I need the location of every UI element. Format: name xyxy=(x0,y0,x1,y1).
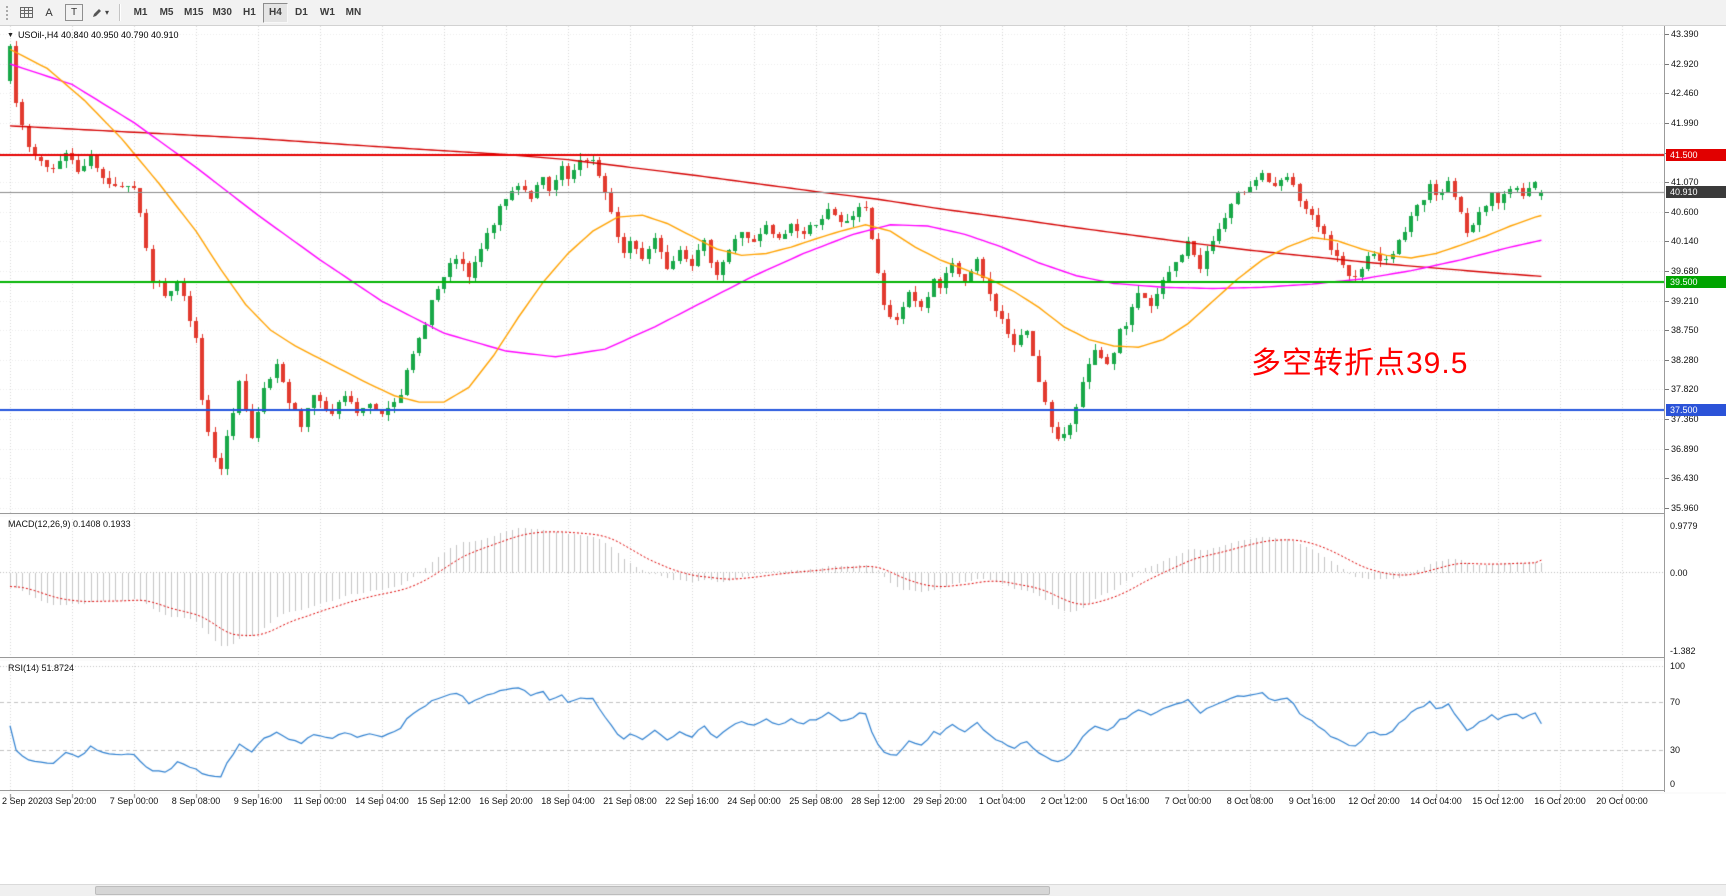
scrollbar-thumb[interactable] xyxy=(95,886,1050,895)
collapse-triangle-icon[interactable]: ▼ xyxy=(7,31,14,39)
timeframe-button-m5[interactable]: M5 xyxy=(154,3,179,23)
time-axis-label: 29 Sep 20:00 xyxy=(913,796,967,806)
price-axis-label: 35.960 xyxy=(1665,503,1699,513)
toolbar-gripper[interactable] xyxy=(5,4,9,21)
time-axis-label: 11 Sep 00:00 xyxy=(293,796,347,806)
pane-separator[interactable] xyxy=(0,513,1726,517)
time-axis-label: 15 Oct 12:00 xyxy=(1472,796,1524,806)
timeframe-button-d1[interactable]: D1 xyxy=(289,3,314,23)
time-axis-label: 8 Oct 08:00 xyxy=(1226,796,1274,806)
rsi-axis-upper-label: 70 xyxy=(1670,697,1681,707)
time-axis-label: 28 Sep 12:00 xyxy=(851,796,905,806)
price-axis-label: 39.210 xyxy=(1665,295,1699,306)
price-badge-support-37500: 37.500 xyxy=(1666,403,1726,416)
symbol-ohlc-label: ▼ USOil-,H4 40.840 40.950 40.790 40.910 xyxy=(7,30,179,40)
time-axis-label: 2 Sep 2020 xyxy=(2,796,49,806)
draw-tool-button[interactable]: ▾ xyxy=(88,3,112,23)
time-axis-label: 15 Sep 12:00 xyxy=(417,796,471,806)
symbol-title-text: USOil-,H4 40.840 40.950 40.790 40.910 xyxy=(17,30,179,40)
time-axis-label: 3 Sep 20:00 xyxy=(47,796,97,806)
rsi-axis-min-label: 0 xyxy=(1670,779,1676,789)
pane-separator[interactable] xyxy=(0,657,1726,661)
price-chart-canvas[interactable] xyxy=(0,26,1664,812)
toolbar: A T ▾ M1 M5 M15 M30 H1 H4 D1 W1 MN xyxy=(0,0,1726,26)
price-axis[interactable]: 43.39042.92042.46041.99041.53041.07040.6… xyxy=(1664,26,1726,792)
time-axis-label: 16 Sep 20:00 xyxy=(479,796,533,806)
price-axis-label: 37.820 xyxy=(1665,384,1699,395)
price-axis-label: 42.460 xyxy=(1665,88,1699,99)
time-axis-label: 2 Oct 12:00 xyxy=(1040,796,1088,806)
timeframe-button-m1[interactable]: M1 xyxy=(128,3,153,23)
price-axis-label: 42.920 xyxy=(1665,58,1699,69)
price-axis-label: 36.430 xyxy=(1665,473,1699,484)
timeframe-button-h1[interactable]: H1 xyxy=(237,3,262,23)
price-axis-label: 43.390 xyxy=(1665,29,1699,39)
macd-axis-min-label: -1.382 xyxy=(1670,646,1696,656)
timeframe-button-m30[interactable]: M30 xyxy=(208,3,235,23)
macd-axis-max-label: 0.9779 xyxy=(1670,521,1698,531)
timeframe-button-mn[interactable]: MN xyxy=(341,3,366,23)
price-axis-label: 40.600 xyxy=(1665,206,1699,217)
time-axis-label: 18 Sep 04:00 xyxy=(541,796,595,806)
price-badge-bid-40910: 40.910 xyxy=(1666,186,1726,199)
time-axis-label: 16 Oct 20:00 xyxy=(1534,796,1586,806)
time-axis-label: 25 Sep 08:00 xyxy=(789,796,843,806)
toolbar-separator xyxy=(119,4,122,21)
time-axis[interactable]: 2 Sep 2020 3 Sep 20:00 7 Sep 00:00 8 Sep 08… xyxy=(0,792,1664,812)
timeframe-toolbar: M1 M5 M15 M30 H1 H4 D1 W1 MN xyxy=(128,2,366,23)
timeframe-button-h4[interactable]: H4 xyxy=(262,2,288,23)
price-axis-label: 38.750 xyxy=(1665,325,1699,335)
annotation-text[interactable]: 多空转折点39.5 xyxy=(1251,347,1469,380)
grid-icon xyxy=(19,7,33,18)
price-axis-label: 37.360 xyxy=(1665,413,1699,424)
price-axis-label: 41.990 xyxy=(1665,118,1699,129)
macd-indicator-label: MACD(12,26,9) 0.1408 0.1933 xyxy=(8,519,131,529)
time-axis-label: 8 Sep 08:00 xyxy=(171,796,221,806)
pencil-icon xyxy=(93,8,101,17)
time-axis-label: 5 Oct 16:00 xyxy=(1102,796,1150,806)
price-badge-support-39500: 39.500 xyxy=(1666,276,1726,289)
rsi-indicator-label: RSI(14) 51.8724 xyxy=(8,663,75,673)
time-axis-label: 21 Sep 08:00 xyxy=(603,796,657,806)
price-axis-label: 38.280 xyxy=(1665,354,1699,365)
time-axis-label: 7 Oct 00:00 xyxy=(1164,796,1212,806)
price-axis-label: 41.070 xyxy=(1665,177,1699,187)
annotation-tool-button[interactable]: A xyxy=(38,3,60,23)
price-badge-resistance-41500: 41.500 xyxy=(1666,148,1726,161)
grid-tool-button[interactable] xyxy=(15,3,37,23)
time-axis-label: 14 Oct 04:00 xyxy=(1410,796,1462,806)
time-axis-label: 22 Sep 16:00 xyxy=(665,796,719,806)
time-axis-label: 14 Sep 04:00 xyxy=(355,796,409,806)
timeframe-button-w1[interactable]: W1 xyxy=(315,3,340,23)
time-axis-label: 1 Oct 04:00 xyxy=(978,796,1026,806)
price-axis-label: 39.680 xyxy=(1665,265,1699,276)
horizontal-scrollbar[interactable] xyxy=(0,884,1726,896)
time-axis-label: 9 Oct 16:00 xyxy=(1288,796,1336,806)
macd-axis-zero-label: 0.00 xyxy=(1670,567,1688,578)
time-axis-label: 7 Sep 00:00 xyxy=(109,796,159,806)
chevron-down-icon: ▾ xyxy=(105,8,110,17)
time-axis-label: 12 Oct 20:00 xyxy=(1348,796,1400,806)
rsi-axis-max-label: 100 xyxy=(1670,661,1686,671)
pane-separator[interactable] xyxy=(0,790,1726,794)
text-tool-button[interactable]: T xyxy=(65,4,83,21)
time-axis-label: 9 Sep 16:00 xyxy=(233,796,283,806)
time-axis-label: 20 Oct 00:00 xyxy=(1596,796,1648,806)
price-axis-label: 36.890 xyxy=(1665,443,1699,454)
price-axis-label: 40.140 xyxy=(1665,236,1699,247)
timeframe-button-m15[interactable]: M15 xyxy=(180,3,207,23)
time-axis-label: 24 Sep 00:00 xyxy=(727,796,781,806)
rsi-axis-lower-label: 30 xyxy=(1670,745,1681,755)
